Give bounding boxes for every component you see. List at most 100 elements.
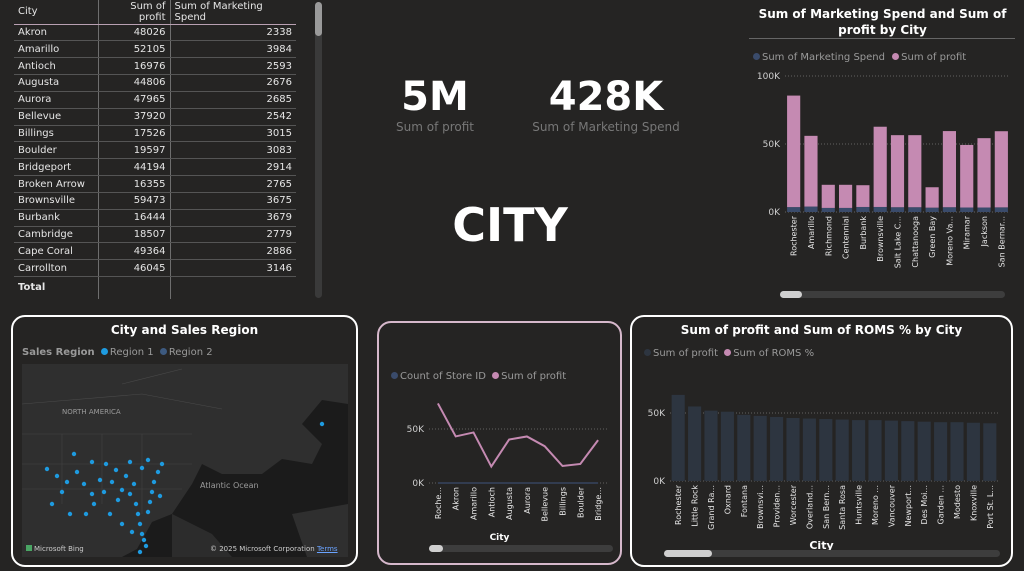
bar-profit[interactable]: [977, 138, 991, 208]
bar-marketing-spend[interactable]: [856, 206, 870, 212]
city-dot[interactable]: [74, 469, 80, 475]
city-dot[interactable]: [127, 459, 133, 465]
city-dot[interactable]: [89, 491, 95, 497]
city-dot[interactable]: [91, 501, 97, 507]
bar-profit[interactable]: [786, 418, 800, 481]
table-row[interactable]: Carrollton 46045 3146: [14, 259, 296, 278]
city-dot[interactable]: [159, 461, 165, 467]
city-dot[interactable]: [147, 499, 153, 505]
bar-marketing-spend[interactable]: [925, 207, 939, 212]
bar-profit[interactable]: [704, 410, 718, 481]
bar-marketing-spend[interactable]: [942, 207, 956, 212]
city-dot[interactable]: [155, 469, 161, 475]
bar-marketing-spend[interactable]: [994, 207, 1008, 212]
bar-profit[interactable]: [890, 135, 905, 208]
table-row[interactable]: Aurora 47965 2685: [14, 91, 296, 109]
bar-profit[interactable]: [671, 394, 685, 481]
bar-profit[interactable]: [835, 419, 849, 481]
bar-profit[interactable]: [925, 187, 939, 208]
bar-profit[interactable]: [852, 420, 866, 481]
city-dot[interactable]: [115, 497, 121, 503]
bar-marketing-spend[interactable]: [908, 207, 922, 212]
table-row[interactable]: Brownsville 59473 3675: [14, 192, 296, 210]
bar-marketing-spend[interactable]: [821, 207, 835, 212]
bar-marketing-spend[interactable]: [873, 206, 887, 212]
line-profit[interactable]: [437, 402, 599, 469]
city-dot[interactable]: [44, 466, 50, 472]
table-row[interactable]: Augusta 44806 2676: [14, 74, 296, 92]
line-chart-horizontal-scrollbar[interactable]: [429, 545, 613, 552]
table-row[interactable]: Cambridge 18507 2779: [14, 226, 296, 244]
col-profit-header[interactable]: Sum of profit: [97, 0, 170, 25]
bar-profit[interactable]: [839, 184, 853, 208]
bar-profit[interactable]: [950, 422, 964, 481]
bar-profit[interactable]: [873, 126, 887, 207]
bar-profit[interactable]: [917, 421, 931, 481]
bar-profit[interactable]: [994, 131, 1008, 208]
table-row[interactable]: Burbank 16444 3679: [14, 209, 296, 227]
bar-profit[interactable]: [770, 416, 784, 481]
table-row[interactable]: Bellevue 37920 2542: [14, 108, 296, 126]
city-dot[interactable]: [127, 491, 133, 497]
col-spend-header[interactable]: Sum of Marketing Spend: [169, 0, 296, 25]
city-dot[interactable]: [137, 549, 143, 555]
city-dot[interactable]: [145, 457, 151, 463]
bar-profit[interactable]: [983, 423, 997, 481]
city-dot[interactable]: [135, 511, 141, 517]
city-dot[interactable]: [119, 487, 125, 493]
table-row[interactable]: Boulder 19597 3083: [14, 141, 296, 160]
city-dot[interactable]: [137, 521, 143, 527]
city-dot[interactable]: [97, 477, 103, 483]
spend-profit-horizontal-scrollbar[interactable]: [780, 291, 1005, 298]
city-dot[interactable]: [123, 473, 129, 479]
bar-profit[interactable]: [908, 135, 922, 208]
bar-marketing-spend[interactable]: [787, 207, 801, 212]
col-city-header[interactable]: City: [14, 0, 98, 25]
table-row[interactable]: Akron 48026 2338: [14, 24, 296, 42]
bar-profit[interactable]: [934, 422, 948, 481]
bar-marketing-spend[interactable]: [977, 207, 991, 212]
terms-link[interactable]: Terms: [316, 545, 338, 553]
scrollbar-thumb[interactable]: [780, 291, 802, 298]
city-dot[interactable]: [139, 465, 145, 471]
city-dot[interactable]: [157, 493, 163, 499]
table-row[interactable]: Billings 17526 3015: [14, 125, 296, 143]
city-dot[interactable]: [81, 481, 87, 487]
bar-profit[interactable]: [884, 420, 898, 481]
bar-profit[interactable]: [787, 95, 801, 208]
bar-marketing-spend[interactable]: [960, 207, 974, 212]
city-dot[interactable]: [143, 543, 149, 549]
bar-profit[interactable]: [819, 419, 833, 481]
bar-profit[interactable]: [804, 135, 818, 207]
table-vertical-scrollbar[interactable]: [315, 2, 322, 298]
city-dot[interactable]: [131, 481, 137, 487]
city-dot[interactable]: [129, 529, 135, 535]
bar-profit[interactable]: [688, 406, 702, 481]
map-canvas[interactable]: NORTH AMERICA Atlantic Ocean Microsoft B…: [22, 364, 348, 557]
city-dot[interactable]: [319, 421, 325, 427]
bar-profit[interactable]: [737, 414, 751, 481]
table-row[interactable]: Bridgeport 44194 2914: [14, 158, 296, 177]
city-dot[interactable]: [133, 501, 139, 507]
city-dot[interactable]: [151, 479, 157, 485]
bar-profit[interactable]: [821, 184, 835, 208]
city-dot[interactable]: [103, 461, 109, 467]
city-dot[interactable]: [54, 473, 60, 479]
bar-profit[interactable]: [960, 144, 974, 208]
table-row[interactable]: Amarillo 52105 3984: [14, 40, 296, 59]
bar-profit[interactable]: [753, 415, 767, 481]
roms-chart-horizontal-scrollbar[interactable]: [664, 550, 1000, 557]
bar-profit[interactable]: [720, 411, 734, 481]
table-row[interactable]: Antioch 16976 2593: [14, 57, 296, 76]
bar-profit[interactable]: [868, 420, 882, 481]
city-dot[interactable]: [119, 521, 125, 527]
bar-profit[interactable]: [856, 185, 870, 207]
city-dot[interactable]: [49, 501, 55, 507]
bar-marketing-spend[interactable]: [839, 207, 853, 212]
city-dot[interactable]: [83, 511, 89, 517]
bar-marketing-spend[interactable]: [804, 206, 818, 212]
table-row[interactable]: Cape Coral 49364 2886: [14, 242, 296, 261]
scrollbar-thumb[interactable]: [664, 550, 712, 557]
city-dot[interactable]: [145, 509, 151, 515]
city-dot[interactable]: [139, 531, 145, 537]
